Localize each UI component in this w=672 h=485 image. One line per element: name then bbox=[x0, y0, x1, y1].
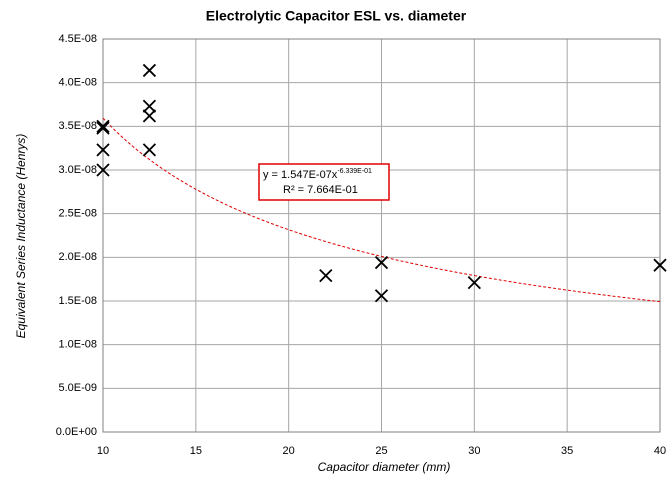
equation: y = 1.547E-07x-6.339E-01 bbox=[263, 168, 372, 181]
equation-text: y = 1.547E-07x bbox=[263, 169, 338, 181]
marker bbox=[96, 163, 110, 177]
y-tick-label: 3.5E-08 bbox=[58, 120, 97, 132]
y-tick-label: 4.5E-08 bbox=[58, 33, 97, 45]
y-tick-label: 1.0E-08 bbox=[58, 339, 97, 351]
x-tick-label: 20 bbox=[283, 445, 295, 457]
y-tick-label: 5.0E-09 bbox=[58, 382, 97, 394]
y-tick-label: 4.0E-08 bbox=[58, 77, 97, 89]
r-squared: R² = 7.664E-01 bbox=[283, 184, 358, 196]
x-tick-label: 15 bbox=[190, 445, 202, 457]
y-axis-title: Equivalent Series Inductance (Henrys) bbox=[14, 134, 28, 339]
x-tick-label: 35 bbox=[561, 445, 573, 457]
y-tick-label: 2.5E-08 bbox=[58, 208, 97, 220]
y-tick-label: 0.0E+00 bbox=[56, 426, 97, 438]
y-tick-label: 2.0E-08 bbox=[58, 251, 97, 263]
marker bbox=[653, 258, 667, 272]
y-tick-label: 3.0E-08 bbox=[58, 164, 97, 176]
trendline bbox=[102, 117, 661, 303]
equation-box bbox=[258, 163, 390, 201]
marker bbox=[374, 289, 389, 303]
x-tick-label: 25 bbox=[375, 445, 387, 457]
chart-title: Electrolytic Capacitor ESL vs. diameter bbox=[206, 8, 467, 24]
plot-border bbox=[102, 38, 661, 433]
marker bbox=[142, 109, 157, 123]
marker bbox=[467, 276, 481, 290]
x-tick-label: 30 bbox=[468, 445, 480, 457]
x-tick-label: 40 bbox=[654, 445, 666, 457]
marker bbox=[96, 121, 110, 135]
marker bbox=[96, 143, 110, 157]
equation-exponent: -6.339E-01 bbox=[337, 168, 372, 175]
x-axis-title: Capacitor diameter (mm) bbox=[318, 460, 451, 474]
marker bbox=[142, 99, 157, 113]
x-tick-label: 10 bbox=[97, 445, 109, 457]
y-tick-label: 1.5E-08 bbox=[58, 295, 97, 307]
marker bbox=[96, 119, 110, 133]
marker bbox=[374, 255, 389, 270]
marker bbox=[142, 143, 157, 157]
marker bbox=[142, 63, 157, 78]
marker bbox=[319, 269, 333, 283]
